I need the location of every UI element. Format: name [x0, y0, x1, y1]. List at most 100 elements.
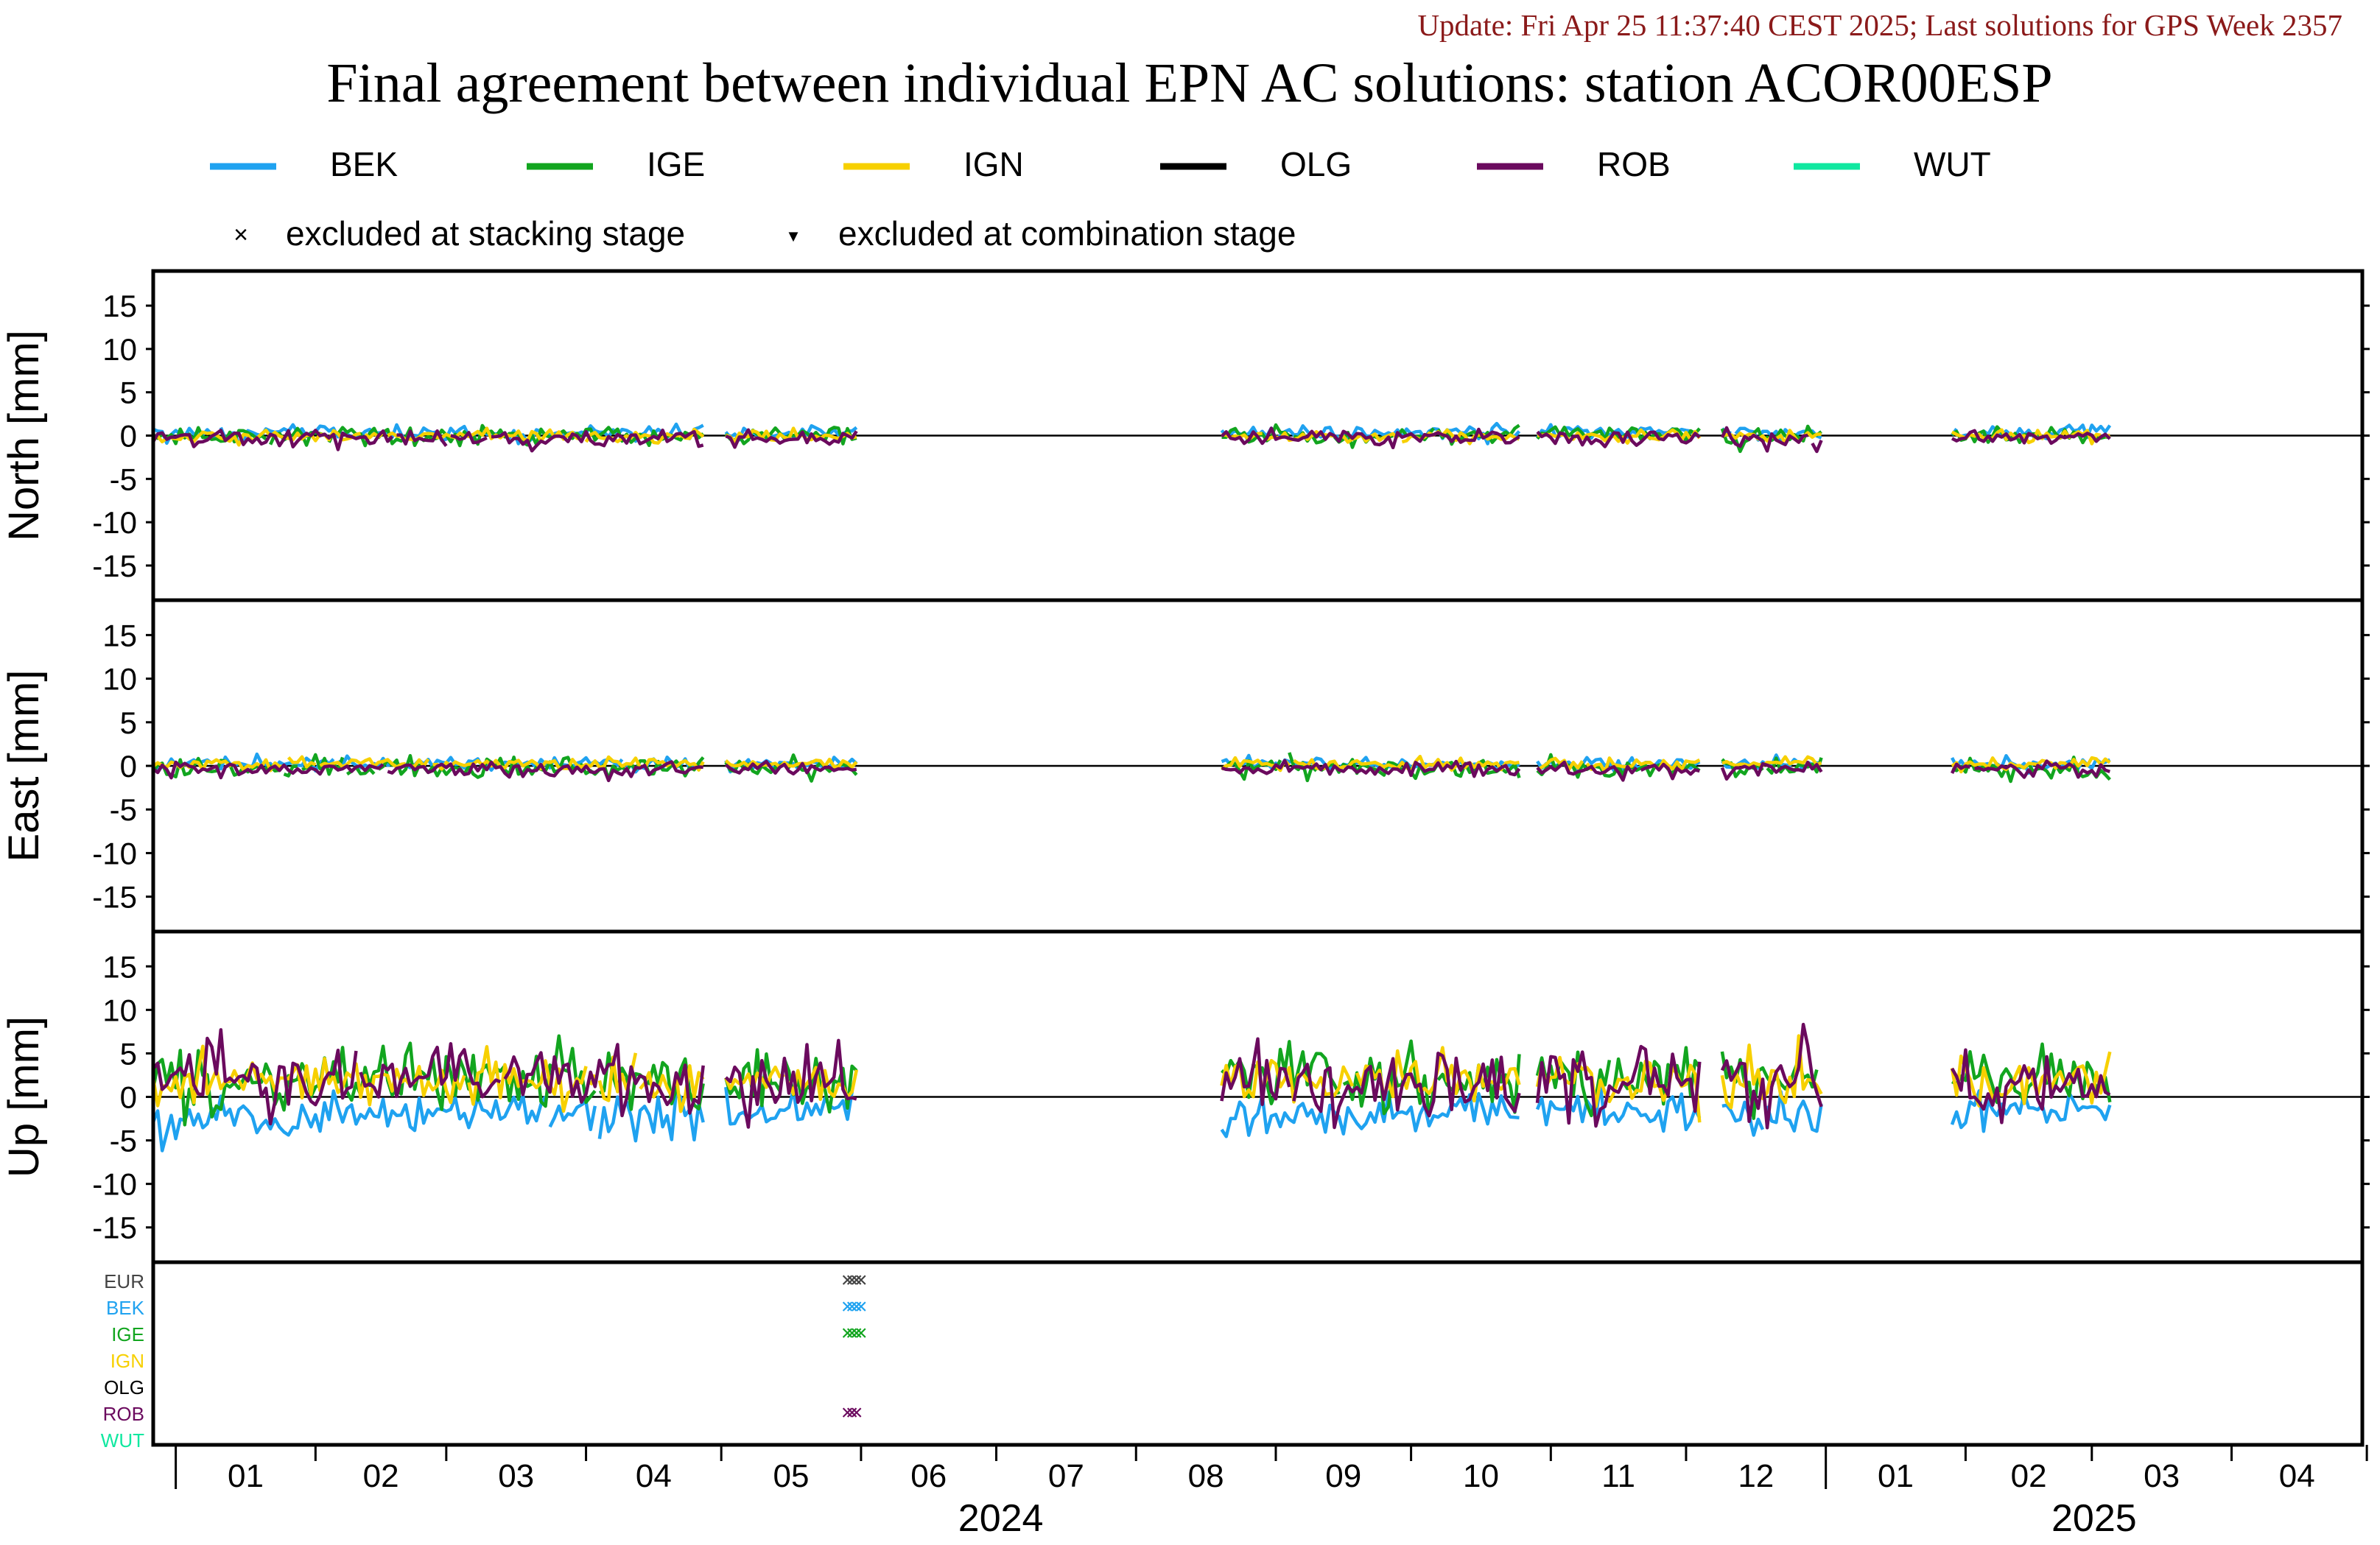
series-line-rob	[1536, 430, 1701, 448]
series-line-ign	[1951, 756, 2111, 774]
exclusion-marker: ×	[841, 1321, 854, 1345]
panel-east: 15 10 5 0 -5 -10 -15 East [mm]	[0, 598, 2370, 934]
x-tick-label: 09	[1325, 1458, 1361, 1494]
series-line-rob	[1536, 760, 1638, 782]
exclusion-marker: ×	[854, 1295, 868, 1319]
x-tick-label: 01	[1878, 1458, 1914, 1494]
exclusion-marker: ×	[854, 1321, 868, 1345]
x-tick-label: 02	[2011, 1458, 2047, 1494]
x-tick-label: 02	[363, 1458, 399, 1494]
exclusion-row-label-eur: EUR	[104, 1270, 144, 1292]
y-tick-label: 15	[102, 289, 137, 323]
series-line-rob	[1720, 1022, 1823, 1130]
legend-label-olg: OLG	[1280, 145, 1352, 183]
series-line-ige	[1951, 756, 2111, 784]
series-line-bek	[1765, 1090, 1823, 1133]
series-line-ign	[725, 426, 857, 443]
exclusion-row-label-ign: IGN	[110, 1350, 144, 1372]
series-line-bek	[1721, 1100, 1765, 1137]
legend: BEK IGE IGN OLG ROB WUT × excluded at stacking …	[210, 145, 1991, 253]
series-line-ign	[319, 757, 407, 769]
exclusion-marker: ×	[846, 1321, 859, 1345]
series-line-ign	[171, 428, 362, 447]
x-tick-label: 04	[2279, 1458, 2315, 1494]
exclusion-marker: ×	[850, 1268, 863, 1292]
y-tick-label: 0	[120, 1080, 137, 1115]
series-line-rob	[1951, 429, 2111, 446]
series-line-ign	[1536, 756, 1584, 772]
series-line-rob	[1951, 1048, 2111, 1125]
series-line-bek	[1535, 1083, 1702, 1133]
legend-label-ign: IGN	[963, 145, 1024, 183]
series-line-ign	[432, 755, 642, 771]
y-tick-label: -5	[110, 792, 137, 827]
legend-combination-marker: ▼	[785, 227, 801, 245]
x-year-label: 2025	[2051, 1497, 2137, 1540]
y-tick-label: 5	[120, 705, 137, 740]
exclusion-marker: ×	[841, 1295, 854, 1319]
y-tick-label: 10	[102, 332, 137, 367]
x-tick-label: 07	[1048, 1458, 1084, 1494]
series-line-ign	[1720, 1034, 1823, 1110]
y-tick-label: -15	[92, 1211, 137, 1245]
exclusion-row-label-wut: WUT	[101, 1429, 144, 1451]
y-tick-label: 15	[102, 949, 137, 984]
series-line-rob	[1720, 426, 1808, 453]
x-tick-label: 10	[1463, 1458, 1499, 1494]
legend-label-ige: IGE	[647, 145, 705, 183]
y-tick-label: -10	[92, 505, 137, 540]
y-tick-label: 0	[120, 419, 137, 454]
panel-up: 15 10 5 0 -5 -10 -15 Up [mm]	[0, 929, 2370, 1264]
series-line-ige	[269, 426, 326, 447]
chart-title: Final agreement between individual EPN A…	[326, 52, 2052, 114]
series-line-rob	[1292, 1052, 1521, 1130]
series-line-ign	[724, 757, 858, 769]
series-line-bek	[1536, 756, 1651, 774]
series-line-ign	[387, 426, 582, 443]
x-tick-label: 12	[1738, 1458, 1774, 1494]
series-line-rob	[725, 428, 858, 449]
exclusion-marker: ×	[850, 1321, 863, 1345]
series-line-rob	[724, 759, 857, 776]
y-tick-label: -15	[92, 880, 137, 915]
series-line-rob	[152, 1028, 358, 1126]
exclusion-marker: ×	[846, 1295, 859, 1319]
x-tick-label: 03	[2144, 1458, 2180, 1494]
y-tick-label: 10	[102, 662, 137, 697]
legend-label-wut: WUT	[1914, 145, 1991, 183]
y-axis-label: Up [mm]	[0, 1016, 48, 1178]
series-line-rob	[152, 760, 385, 780]
y-tick-label: -5	[110, 1124, 137, 1158]
exclusion-marker: ×	[850, 1295, 863, 1319]
y-tick-label: -15	[92, 549, 137, 583]
time-axis: 01 02 03 04 05 06 07 08 09 10 11 12 01 02 03 04 2024 2025	[153, 1443, 2368, 1540]
series-line-rob	[152, 429, 394, 451]
y-tick-label: 0	[120, 749, 137, 784]
y-tick-label: -10	[92, 836, 137, 870]
y-tick-label: 10	[102, 993, 137, 1027]
x-tick-label: 04	[636, 1458, 672, 1494]
update-timestamp: Update: Fri Apr 25 11:37:40 CEST 2025; L…	[1417, 8, 2342, 42]
x-year-label: 2024	[958, 1497, 1044, 1540]
series-line-rob	[1720, 760, 1823, 781]
y-tick-label: 5	[120, 1036, 137, 1071]
series-line-rob	[1811, 440, 1823, 454]
series-line-rob	[1221, 759, 1521, 778]
series-line-ige	[1342, 1039, 1436, 1117]
series-line-rob	[359, 1042, 502, 1099]
series-line-rob	[396, 429, 448, 447]
legend-combination-label: excluded at combination stage	[838, 214, 1296, 253]
series-line-rob	[491, 428, 704, 453]
x-tick-label: 05	[773, 1458, 810, 1494]
series-line-bek	[597, 1095, 624, 1139]
series-line-rob	[1220, 1037, 1291, 1106]
series-line-rob	[1535, 1044, 1702, 1128]
x-tick-label: 03	[498, 1458, 534, 1494]
series-line-bek	[219, 422, 704, 446]
series-line-rob	[450, 431, 488, 445]
series-line-bek	[151, 1089, 547, 1152]
series-line-rob	[1640, 762, 1700, 781]
series-line-ige	[1221, 423, 1291, 444]
y-tick-label: -10	[92, 1167, 137, 1202]
